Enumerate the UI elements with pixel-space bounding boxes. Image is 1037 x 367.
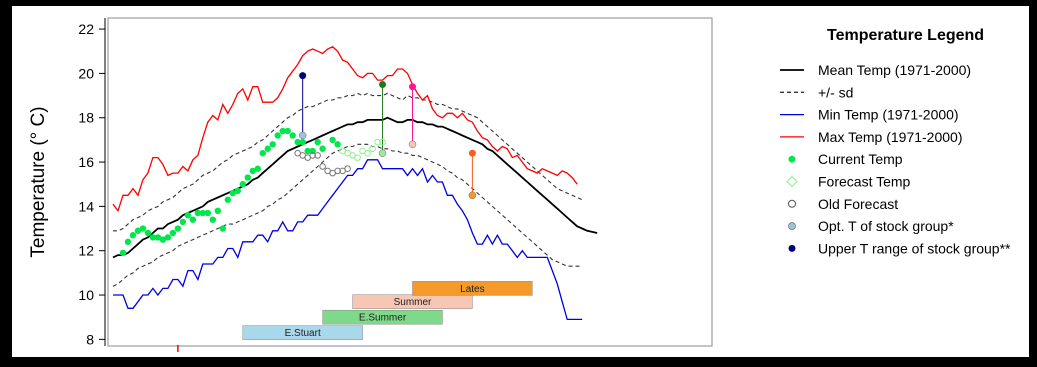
current-temp-point <box>119 249 127 257</box>
current-temp-point <box>174 225 182 232</box>
temperature-chart: 8 10 12 14 16 18 20 22 Temperature (° C) E.Stuart… <box>28 17 1011 352</box>
current-temp-point <box>219 225 227 232</box>
forecast-temp-point <box>364 149 371 157</box>
y-tick-label: 18 <box>78 110 94 126</box>
legend-key-diamond <box>786 175 798 188</box>
stock-group-label: E.Stuart <box>285 328 321 339</box>
current-temp-point <box>329 136 336 144</box>
legend-title: Temperature Legend <box>827 27 984 44</box>
current-temp-point <box>279 127 286 135</box>
current-temp-point <box>284 127 291 135</box>
y-tick-label: 22 <box>78 21 94 37</box>
current-temp-point <box>159 236 167 243</box>
y-tick-label: 20 <box>78 65 94 81</box>
current-temp-point <box>254 165 261 172</box>
current-temp-point <box>204 209 212 217</box>
current-temp-point <box>149 234 157 241</box>
legend-item-label: Opt. T of stock group* <box>818 218 954 234</box>
current-temp-point <box>184 212 192 219</box>
current-temp-point <box>139 225 147 232</box>
current-temp-point <box>164 234 172 241</box>
y-axis-title: Temperature (° C) <box>28 106 49 257</box>
y-tick-label: 8 <box>86 331 94 347</box>
legend-key-dot <box>788 155 796 163</box>
y-tick-label: 16 <box>78 154 94 170</box>
current-temp-point <box>124 238 132 246</box>
legend-item-label: +/- sd <box>818 84 853 100</box>
stock-group-bar <box>242 325 363 340</box>
current-temp-point <box>274 132 281 139</box>
forecast-temp-point <box>354 154 361 161</box>
current-temp-point <box>229 189 236 197</box>
legend-item-label: Upper T range of stock group** <box>818 240 1011 256</box>
stock-group-label: E.Summer <box>359 313 407 324</box>
stock-group-label: Summer <box>394 297 432 308</box>
legend-item-label: Current Temp <box>818 151 903 167</box>
legend-key-circle <box>788 199 796 208</box>
stock-group-label: Lates <box>460 284 484 295</box>
old-forecast-point <box>319 163 326 170</box>
forecast-temp-point <box>374 138 381 146</box>
current-temp-point <box>194 209 202 217</box>
legend-item-label: Forecast Temp <box>818 174 911 190</box>
current-temp-point <box>269 141 276 148</box>
legend-item-label: Old Forecast <box>818 196 898 212</box>
current-temp-point <box>169 229 177 237</box>
current-temp-point <box>189 216 197 223</box>
opt-temp-marker <box>378 149 387 157</box>
current-temp-point <box>289 132 296 139</box>
current-temp-point <box>264 145 271 152</box>
current-temp-point <box>224 196 232 203</box>
y-tick-label: 10 <box>78 287 94 303</box>
series-line <box>112 46 578 213</box>
current-temp-point <box>234 187 241 195</box>
series-line <box>112 116 598 259</box>
series-line <box>112 143 583 287</box>
upper-temp-marker <box>379 80 387 88</box>
old-forecast-point <box>314 152 321 159</box>
chart-frame: 8 10 12 14 16 18 20 22 Temperature (° C) E.Stuart… <box>12 6 1029 357</box>
forecast-temp-point <box>369 145 376 153</box>
current-temp-point <box>314 138 321 146</box>
series-line <box>113 92 583 232</box>
plot-area-border <box>107 17 713 347</box>
current-temp-point <box>294 138 301 146</box>
current-temp-point <box>209 216 217 223</box>
upper-temp-marker <box>468 149 476 157</box>
current-temp-point <box>179 218 187 226</box>
current-temp-point <box>144 229 152 237</box>
opt-temp-marker <box>408 140 417 149</box>
current-temp-point <box>134 227 142 234</box>
current-temp-point <box>334 141 341 148</box>
current-temp-point <box>244 174 251 181</box>
stock-group-bar <box>322 309 443 325</box>
series-line <box>113 159 583 321</box>
legend-key-dot <box>788 222 796 230</box>
current-temp-point <box>154 234 162 241</box>
current-temp-point <box>129 231 137 239</box>
upper-temp-marker <box>299 72 307 80</box>
forecast-temp-point <box>379 138 386 146</box>
legend-key-dot <box>788 244 796 252</box>
old-forecast-point <box>344 165 351 173</box>
current-temp-point <box>304 147 311 155</box>
upper-temp-marker <box>408 83 416 91</box>
y-tick-label: 12 <box>78 243 94 259</box>
current-temp-point <box>319 145 326 152</box>
current-temp-point <box>299 138 306 146</box>
old-forecast-point <box>309 152 316 159</box>
legend-item-label: Min Temp (1971-2000) <box>818 107 959 123</box>
stock-group-bar <box>412 281 533 296</box>
y-tick-label: 14 <box>78 198 94 214</box>
opt-temp-marker <box>468 191 477 200</box>
legend-item-label: Mean Temp (1971-2000) <box>818 62 971 78</box>
current-temp-point <box>259 149 266 157</box>
current-temp-point <box>239 181 246 188</box>
old-forecast-point <box>334 167 341 175</box>
current-temp-point <box>214 207 222 215</box>
current-temp-point <box>249 167 256 175</box>
opt-temp-marker <box>298 131 307 140</box>
legend-item-label: Max Temp (1971-2000) <box>818 129 962 145</box>
current-temp-point <box>199 209 207 217</box>
